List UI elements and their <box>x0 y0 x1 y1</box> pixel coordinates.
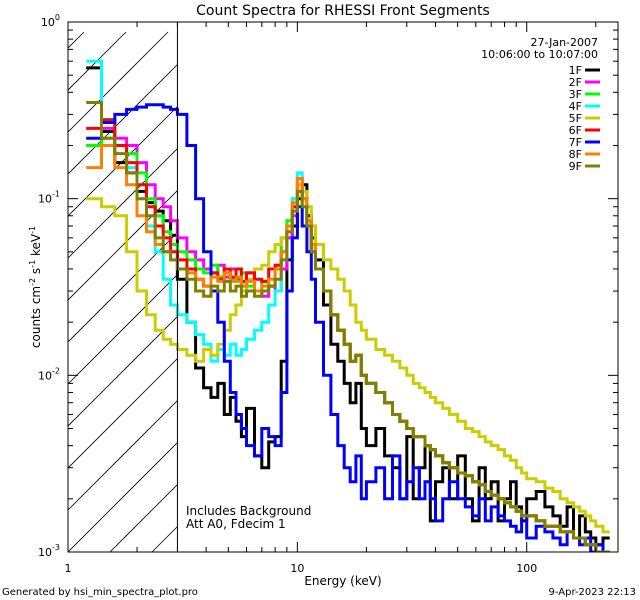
y-tick-label: 10-2 <box>38 366 60 382</box>
y-tick-label: 10-1 <box>38 190 60 206</box>
y-tick-label: 10-3 <box>38 543 60 559</box>
series-5f <box>86 183 610 534</box>
legend-label-4f: 4F <box>569 100 582 113</box>
x-tick-label: 100 <box>516 562 537 575</box>
legend-label-9f: 9F <box>569 160 582 173</box>
annotation-background: Includes Background <box>186 504 311 518</box>
legend-label-2f: 2F <box>569 76 582 89</box>
legend-label-8f: 8F <box>569 148 582 161</box>
plot-frame <box>67 21 619 553</box>
series-9f <box>86 101 610 552</box>
legend-label-1f: 1F <box>569 64 582 77</box>
legend-label-5f: 5F <box>569 112 582 125</box>
y-axis-label: counts cm-2 s-1 keV-1 <box>28 226 43 348</box>
legend-label-6f: 6F <box>569 124 582 137</box>
y-tick-label: 100 <box>41 13 60 29</box>
legend-label-3f: 3F <box>569 88 582 101</box>
legend-label-7f: 7F <box>569 136 582 149</box>
chart-title: Count Spectra for RHESSI Front Segments <box>196 3 490 19</box>
time-range-label: 10:06:00 to 10:07:00 <box>481 48 598 61</box>
footer-generated-by: Generated by hsi_min_spectra_plot.pro <box>2 587 198 598</box>
x-tick-label: 10 <box>290 562 304 575</box>
annotation-attenuator: Att A0, Fdecim 1 <box>186 517 286 531</box>
x-tick-label: 1 <box>65 562 72 575</box>
x-axis-label: Energy (keV) <box>304 574 381 588</box>
footer-timestamp: 9-Apr-2023 22:13 <box>549 587 636 598</box>
date-label: 27-Jan-2007 <box>531 36 599 49</box>
